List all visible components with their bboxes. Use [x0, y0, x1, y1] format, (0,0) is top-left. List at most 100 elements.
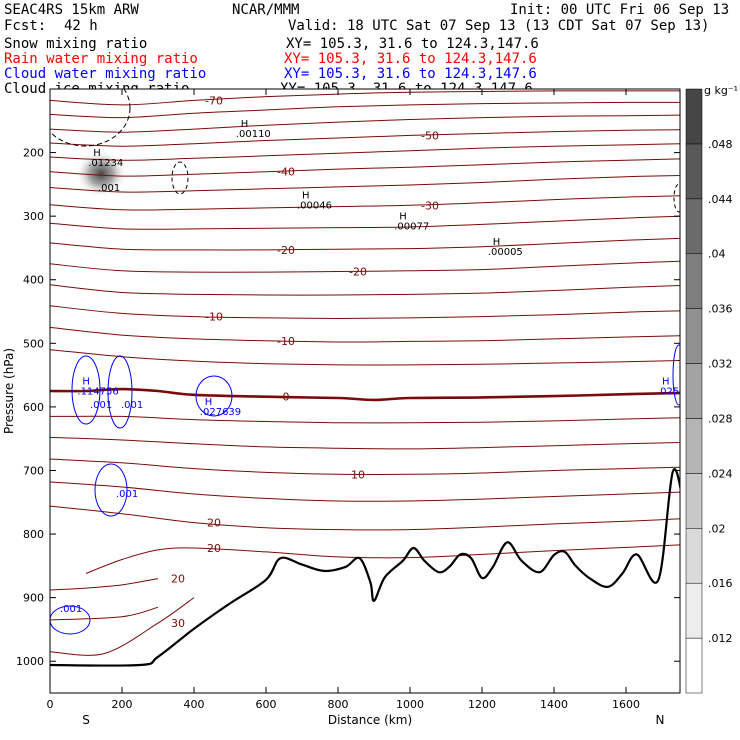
valid-time: Valid: 18 UTC Sat 07 Sep 13 (13 CDT Sat … — [288, 18, 710, 34]
temperature-contour-line — [50, 505, 680, 531]
temperature-contour-label: -10 — [205, 311, 223, 324]
cloud-water-max-marker: H.114756 — [77, 377, 118, 398]
snow-max-shading — [75, 149, 128, 198]
plot-frame — [49, 88, 681, 694]
max-marker-value: .025 — [657, 387, 679, 398]
temperature-contour-line — [50, 129, 680, 147]
temperature-contour-line — [50, 415, 680, 424]
y-tick-label: 200 — [23, 147, 44, 160]
cloud-water-contour-label: .001 — [90, 400, 112, 411]
temperature-contour-line — [50, 606, 159, 621]
cloud-water-contour — [50, 605, 91, 635]
cloud-ice-max-marker: H.00110 — [236, 119, 271, 140]
colorbar-tick-label: .016 — [708, 577, 733, 590]
plot-area: -70 -50 -40 -30 -20 -20 -10 -10 0 10 20 20 20 30 .001… — [49, 88, 681, 694]
max-marker-value: .00110 — [236, 129, 271, 140]
center-name: NCAR/MMM — [232, 2, 300, 18]
y-tick-label: 400 — [23, 274, 44, 287]
colorbar-tick-label: .032 — [708, 358, 733, 371]
terrain-layer — [50, 468, 680, 667]
colorbar-swatch — [685, 88, 703, 145]
temperature-contour-line — [50, 114, 680, 133]
init-time: Init: 00 UTC Fri 06 Sep 13 — [510, 2, 730, 18]
temperature-contour-label: 20 — [207, 517, 221, 530]
max-marker-value: .01234 — [88, 158, 123, 169]
maxima-markers: H.01234H.00110H.00046H.00077H.00005H.114… — [77, 119, 679, 418]
colorbar-swatch — [685, 582, 703, 639]
cloud-water-max-marker: H.025 — [657, 377, 679, 398]
max-marker-h: H — [93, 148, 101, 159]
cloud-contours: .001 .001 .001 .001 .001 — [50, 89, 680, 635]
max-marker-value: .00077 — [394, 221, 429, 232]
temperature-contour-line — [50, 158, 680, 177]
max-marker-h: H — [399, 211, 407, 222]
max-marker-value: .00046 — [297, 200, 332, 211]
temperature-contour-line — [50, 237, 680, 251]
temperature-contour-line — [50, 326, 680, 343]
y-tick-label: 800 — [23, 528, 44, 541]
temperature-contour-line — [50, 260, 680, 273]
temperature-contour-label: 20 — [171, 573, 185, 586]
snow-contour-outline — [673, 183, 680, 213]
colorbar-swatch — [685, 528, 703, 584]
model-name: SEAC4RS 15km ARW — [4, 2, 139, 18]
colorbar-tick-label: .02 — [708, 522, 726, 535]
cloud-water-contour — [672, 344, 680, 406]
cloud-water-contour — [71, 355, 101, 425]
x-tick-label: 200 — [112, 698, 133, 711]
temperature-contour-line — [50, 436, 680, 450]
max-marker-h: H — [82, 377, 90, 388]
snow-contour-outline — [50, 89, 131, 147]
x-tick-label: 400 — [184, 698, 205, 711]
y-tick-label: 600 — [23, 401, 44, 414]
max-marker-value: .027639 — [200, 407, 241, 418]
y-tick-label: 700 — [23, 464, 44, 477]
field-snow-label: Snow mixing ratio — [4, 36, 148, 52]
cloud-water-contour-label: .001 — [121, 400, 143, 411]
fcst-label: Fcst: — [4, 18, 47, 34]
colorbar-tick-label: .036 — [708, 303, 733, 316]
x-tick-label: 1600 — [612, 698, 640, 711]
temperature-contour-line — [50, 305, 680, 320]
south-label: S — [82, 713, 90, 727]
temperature-contour-line — [50, 387, 680, 402]
colorbar-tick-label: .024 — [708, 467, 733, 480]
temperature-contour-label: -40 — [277, 166, 295, 179]
colorbar-tick-label: .028 — [708, 412, 733, 425]
x-tick-label: 800 — [328, 698, 349, 711]
temperature-contour-line — [50, 101, 680, 119]
colorbar-swatch — [685, 308, 703, 364]
x-axis-label: Distance (km) — [328, 713, 412, 727]
y-tick-label: 900 — [23, 592, 44, 605]
temperature-contour-label: -10 — [277, 335, 295, 348]
temperature-contour-line — [50, 597, 195, 656]
cloud-ice-max-marker: H.00077 — [394, 211, 429, 232]
cloud-water-contour-label: .001 — [60, 604, 82, 615]
y-tick-label: 500 — [23, 337, 44, 350]
colorbar-swatch — [685, 473, 703, 529]
snow-shading — [75, 149, 128, 198]
terrain-surface-line — [50, 468, 680, 667]
max-marker-value: .114756 — [77, 387, 118, 398]
colorbar-swatch — [685, 418, 703, 474]
colorbar-unit: g kg⁻¹ — [704, 84, 738, 97]
max-marker-h: H — [241, 119, 249, 130]
colorbar-swatch — [685, 637, 703, 694]
cloud-water-contour — [94, 463, 128, 517]
temperature-contour-line — [50, 349, 680, 366]
y-tick-label: 300 — [23, 210, 44, 223]
snow-contour-label: .001 — [98, 183, 120, 194]
field-cloudwater-label: Cloud water mixing ratio — [4, 66, 207, 82]
field-snow-xy: XY= 105.3, 31.6 to 124.3,147.6 — [286, 36, 539, 52]
temperature-contour-line — [50, 284, 680, 296]
field-cloudwater-xy: XY= 105.3, 31.6 to 124.3,147.6 — [284, 66, 537, 82]
max-marker-h: H — [302, 190, 310, 201]
temperature-contour-line — [50, 195, 680, 211]
temperature-contour-label: 0 — [283, 391, 290, 404]
temperature-contour-label: -50 — [421, 129, 439, 142]
max-marker-h: H — [205, 397, 213, 408]
max-marker-h: H — [662, 377, 670, 388]
field-rain-label: Rain water mixing ratio — [4, 51, 198, 67]
fcst-value: 42 h — [64, 18, 98, 34]
